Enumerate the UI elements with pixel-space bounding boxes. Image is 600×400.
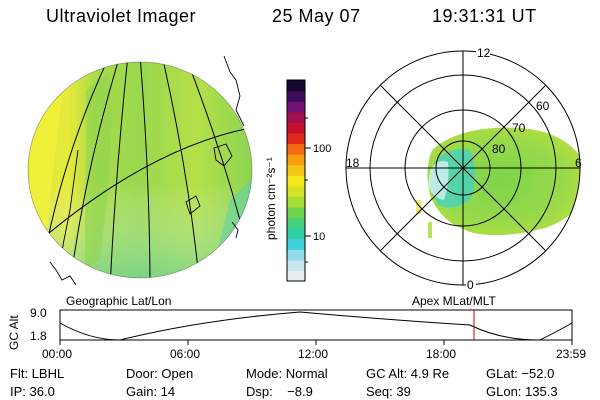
mlt-label-18: 18 <box>346 156 360 170</box>
alt-axis-label: GC Alt <box>7 315 21 350</box>
info-gain: Gain: 14 <box>126 384 176 399</box>
lat-label-80: 80 <box>492 142 506 156</box>
colorbar-cell <box>287 132 305 145</box>
colorbar-cell <box>287 111 305 123</box>
colorbar-cell <box>287 122 305 134</box>
colorbar-cell <box>287 164 305 176</box>
info-ip: IP: 36.0 <box>10 384 55 399</box>
colorbar-cell <box>287 238 305 250</box>
colorbar-cell <box>287 259 305 272</box>
image-time: 19:31:31 UT <box>432 6 537 26</box>
info-mode: Mode: Normal <box>246 366 328 381</box>
colorbar-tick-100: 100 <box>313 143 331 155</box>
info-glon: GLon: 135.3 <box>486 384 558 399</box>
info-gc-alt: GC Alt: 4.9 Re <box>366 366 450 381</box>
time-tick-1200: 12:00 <box>298 347 328 361</box>
colorbar-cell <box>287 270 305 282</box>
image-date: 25 May 07 <box>272 6 361 26</box>
polar-panel-label: Apex MLat/MLT <box>412 294 496 308</box>
colorbar-cell <box>287 101 305 113</box>
colorbar-cell <box>287 90 305 102</box>
colorbar-tick-10: 10 <box>313 231 325 243</box>
instrument-title: Ultraviolet Imager <box>46 6 197 26</box>
altitude-plot: 9.0 1.8 GC Alt 00:00 06:00 12:00 18:00 2… <box>7 306 586 361</box>
time-tick-1800: 18:00 <box>426 347 456 361</box>
colorbar-cell <box>287 217 305 229</box>
info-filter: Flt: LBHL <box>10 366 65 381</box>
colorbar-cell <box>287 175 305 187</box>
lat-label-60: 60 <box>536 99 550 113</box>
colorbar: 100 10 photon cm⁻²s⁻¹ <box>264 79 331 282</box>
time-tick-0600: 06:00 <box>170 347 200 361</box>
info-dsp: Dsp: −8.9 <box>246 384 313 399</box>
info-door: Door: Open <box>126 366 194 381</box>
mlt-label-0: 0 <box>467 278 474 292</box>
mlt-label-12: 12 <box>477 46 491 60</box>
lat-label-70: 70 <box>512 121 526 135</box>
colorbar-cell <box>287 196 305 208</box>
colorbar-cell <box>287 143 305 155</box>
colorbar-cell <box>287 228 305 240</box>
info-glat: GLat: −52.0 <box>486 366 555 381</box>
polar-image: 12 18 6 0 60 70 80 <box>345 45 582 292</box>
colorbar-cell <box>287 185 305 197</box>
colorbar-unit-label: photon cm⁻²s⁻¹ <box>264 157 278 240</box>
info-seq: Seq: 39 <box>366 384 411 399</box>
time-tick-2359: 23:59 <box>556 347 586 361</box>
mlt-label-6: 6 <box>575 156 582 170</box>
colorbar-cell <box>287 206 305 219</box>
geographic-panel-label: Geographic Lat/Lon <box>66 294 171 308</box>
geographic-image <box>27 55 253 286</box>
colorbar-cell <box>287 154 305 166</box>
time-tick-0000: 00:00 <box>42 347 72 361</box>
alt-tick-high: 9.0 <box>30 306 47 320</box>
colorbar-cell <box>287 249 305 261</box>
colorbar-cell <box>287 80 305 92</box>
alt-tick-low: 1.8 <box>30 329 47 343</box>
